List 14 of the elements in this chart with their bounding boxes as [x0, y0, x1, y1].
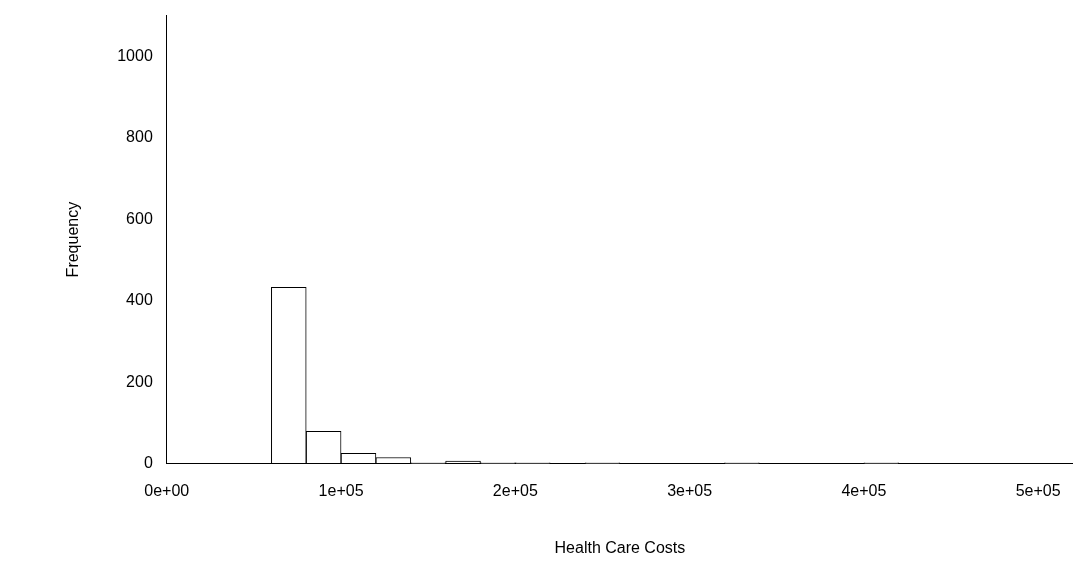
x-axis-title: Health Care Costs [554, 538, 686, 556]
y-tick-label: 200 [126, 372, 153, 390]
x-tick-label: 4e+05 [841, 481, 887, 499]
x-tick-label: 2e+05 [492, 481, 538, 499]
x-tick-label: 1e+05 [318, 481, 364, 499]
x-tick-label: 5e+05 [1015, 481, 1061, 499]
y-tick-label: 800 [126, 128, 153, 146]
x-tick-label: 3e+05 [667, 481, 713, 499]
x-tick-label: 0e+00 [144, 481, 190, 499]
y-tick-label: 1000 [117, 46, 153, 64]
y-tick-label: 0 [143, 454, 153, 472]
y-tick-label: 600 [126, 209, 153, 227]
y-tick-label: 400 [126, 291, 153, 309]
y-axis-title: Frequency [64, 201, 82, 278]
